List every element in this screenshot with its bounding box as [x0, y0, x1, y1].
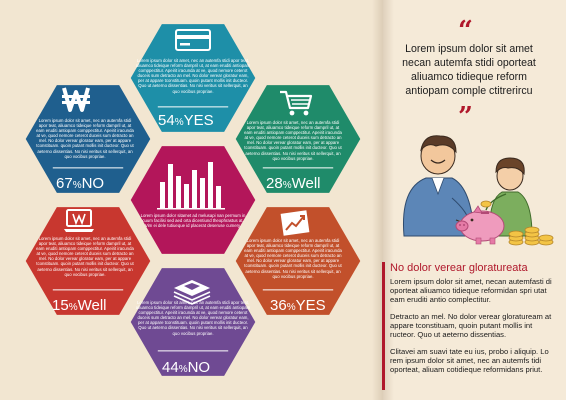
hex-lower-left-pct: 15 — [52, 297, 69, 314]
page-fold — [372, 0, 394, 400]
article-paragraph: Detracto an mel. No dolor verear gloratu… — [390, 312, 552, 340]
hex-tile-upper-right — [232, 82, 364, 196]
won-currency-icon — [62, 87, 90, 112]
hex-bottom-word: NO — [187, 359, 211, 376]
hex-lower-left-text: Lorem ipsum dolor sit amet, nec an autem… — [36, 236, 134, 277]
hex-lower-right-text: Lorem ipsum dolor sit amet, nec an autem… — [244, 238, 342, 279]
laptop-won-icon — [64, 209, 94, 232]
hex-upper-left-label: 67%NO — [56, 176, 104, 194]
percent-sign: % — [286, 302, 296, 313]
percent-sign: % — [282, 180, 292, 191]
hex-center-text: Lorem ipsum dolor sitamet ad melusapi na… — [140, 213, 246, 229]
percent-sign: % — [72, 180, 82, 191]
hexagon-infographic — [22, 21, 364, 379]
shopping-cart-icon — [280, 90, 313, 116]
hex-upper-right-pct: 28 — [266, 175, 283, 192]
hex-lower-left-label: 15%Well — [52, 298, 107, 316]
hex-tile-lower-right — [232, 204, 364, 318]
hex-tile-top — [127, 21, 259, 135]
article-paragraph: Lorem ipsum dolor sit amet, necan autemf… — [390, 277, 552, 305]
hex-top-text: Lorem ipsum dolor sit amet, nec an autem… — [135, 58, 251, 94]
hex-tile-upper-left — [22, 82, 154, 196]
father-son-piggy-bank-illustration — [402, 135, 554, 246]
hex-upper-right-text: Lorem ipsum dolor sit amet, nec an autem… — [244, 120, 342, 161]
hex-lower-right-pct: 36 — [270, 297, 287, 314]
hex-upper-right-label: 28%Well — [266, 176, 321, 194]
percent-sign: % — [178, 364, 188, 375]
hex-bottom-text: Lorem ipsum dolor sit amet, nec an autem… — [135, 300, 251, 336]
hex-top-word: YES — [183, 112, 214, 129]
hex-bottom-pct: 44 — [162, 359, 179, 376]
credit-card-icon — [175, 29, 211, 51]
hex-bottom-label: 44%NO — [162, 360, 210, 378]
hex-lower-right-label: 36%YES — [270, 298, 326, 316]
bar-chart-icon — [157, 162, 225, 210]
hex-upper-left-text: Lorem ipsum dolor sit amet, nec an autem… — [36, 118, 134, 159]
hex-tile-bottom — [127, 265, 259, 379]
hex-upper-left-word: NO — [81, 175, 105, 192]
rising-chart-icon — [280, 210, 310, 236]
money-stack-icon — [173, 280, 211, 305]
hex-lower-left-word: Well — [77, 297, 107, 314]
article-title: No dolor verear gloratureata — [390, 262, 528, 274]
open-quote-icon: “ — [458, 16, 473, 46]
pull-quote: Lorem ipsum dolor sit amet necan autemfa… — [402, 43, 536, 97]
hex-tile-lower-left — [22, 204, 154, 318]
hex-upper-left-pct: 67 — [56, 175, 73, 192]
percent-sign: % — [174, 117, 184, 128]
hex-upper-right-word: Well — [291, 175, 321, 192]
article-paragraph: Clitavei am suavi tate eu ius, probo i a… — [390, 347, 549, 375]
hex-top-label: 54%YES — [158, 113, 214, 131]
article-accent-bar — [382, 262, 385, 390]
hex-lower-right-word: YES — [295, 297, 326, 314]
percent-sign: % — [68, 302, 78, 313]
close-quote-icon: ” — [458, 102, 473, 132]
hex-top-pct: 54 — [158, 112, 175, 129]
